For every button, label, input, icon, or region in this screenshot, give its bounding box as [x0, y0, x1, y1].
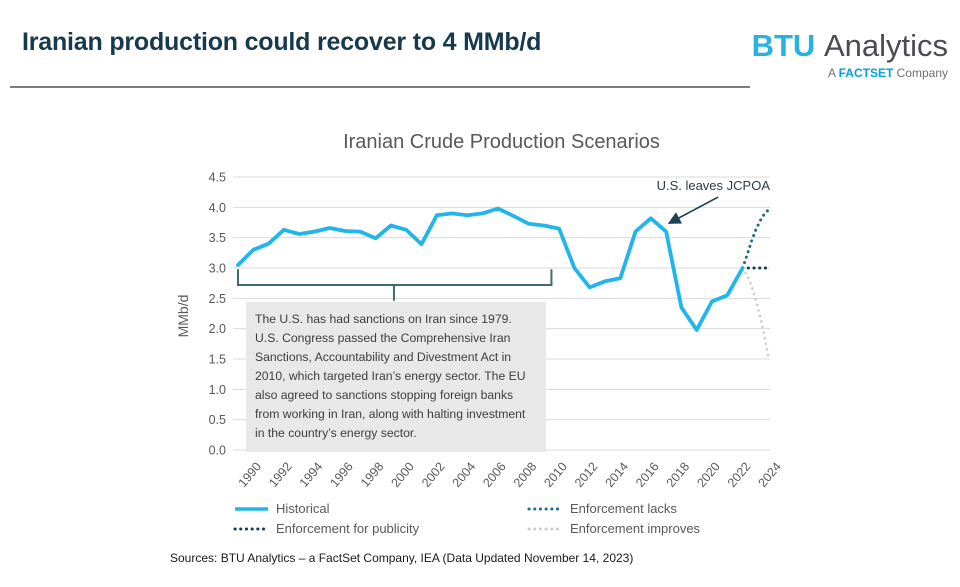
legend-label: Enforcement lacks — [570, 501, 677, 516]
page-title: Iranian production could recover to 4 MM… — [22, 28, 542, 56]
x-tick-label: 2000 — [388, 460, 417, 490]
x-tick-label: 2004 — [450, 460, 479, 490]
x-tick-label: 2008 — [511, 460, 540, 490]
y-tick-label: 3.0 — [209, 262, 226, 276]
legend-swatch-enforcement-lacks — [527, 507, 564, 510]
y-tick-label: 0.0 — [209, 444, 226, 458]
x-tick-label: 2024 — [755, 460, 784, 490]
jcpoa-arrow — [667, 196, 719, 224]
logo-tagline-suffix: Company — [896, 66, 948, 80]
x-tick-label: 2010 — [541, 460, 570, 490]
legend-swatch-enforcement-for-publicity — [233, 527, 270, 530]
sources-note: Sources: BTU Analytics – a FactSet Compa… — [170, 551, 634, 565]
y-tick-label: 1.5 — [209, 353, 226, 367]
sanctions-period-bracket — [237, 269, 553, 301]
x-tick-label: 2006 — [480, 460, 509, 490]
legend-label: Enforcement improves — [570, 521, 701, 536]
btu-analytics-logo: BTU Analytics A FACTSET Company — [752, 30, 948, 79]
historical-production-line — [236, 206, 745, 332]
legend-swatch-historical — [235, 506, 268, 511]
x-tick-label: 1994 — [297, 460, 326, 490]
title-divider — [10, 86, 750, 88]
logo-tagline: A FACTSET Company — [752, 67, 948, 79]
x-tick-label: 1996 — [327, 460, 356, 490]
sanctions-callout-box: The U.S. has had sanctions on Iran since… — [246, 302, 546, 453]
logo-analytics-text: Analytics — [823, 28, 948, 63]
legend-swatch-enforcement-improves — [527, 527, 564, 530]
y-tick-label: 4.0 — [209, 201, 226, 215]
y-axis-title: MMb/d — [175, 294, 191, 338]
enforcement_lacks-scenario-line — [741, 208, 771, 270]
x-tick-label: 2018 — [664, 460, 693, 490]
legend-item-enforcement-lacks: Enforcement lacks — [527, 501, 770, 516]
logo-factset-text: FACTSET — [838, 66, 894, 80]
enforcement_improves-scenario-line — [741, 266, 770, 360]
y-tick-label: 2.5 — [209, 292, 226, 306]
x-tick-label: 2020 — [694, 460, 723, 490]
x-tick-label: 2002 — [419, 460, 448, 490]
logo-btu-text: BTU — [751, 28, 816, 63]
x-tick-label: 1998 — [358, 460, 387, 490]
x-tick-label: 2012 — [572, 460, 601, 490]
legend-item-enforcement-for-publicity: Enforcement for publicity — [233, 521, 527, 536]
y-tick-label: 4.5 — [209, 171, 226, 185]
legend-item-historical: Historical — [233, 501, 527, 516]
x-tick-label: 1990 — [236, 460, 265, 490]
x-tick-label: 2014 — [603, 460, 632, 490]
legend-label: Enforcement for publicity — [276, 521, 420, 536]
chart-title: Iranian Crude Production Scenarios — [343, 131, 660, 153]
y-tick-label: 3.5 — [209, 231, 226, 245]
y-tick-label: 2.0 — [209, 322, 226, 336]
legend-label: Historical — [276, 501, 330, 516]
x-tick-label: 2016 — [633, 460, 662, 490]
jcpoa-annotation-label: U.S. leaves JCPOA — [656, 178, 770, 193]
logo-wordmark: BTU Analytics — [752, 30, 948, 61]
chart-legend: Historical Enforcement lacks Enforcement f… — [233, 501, 770, 536]
y-tick-label: 0.5 — [209, 413, 226, 427]
legend-item-enforcement-improves: Enforcement improves — [527, 521, 770, 536]
logo-tagline-prefix: A — [827, 66, 836, 80]
x-tick-label: 2022 — [725, 460, 754, 490]
x-tick-label: 1992 — [266, 460, 295, 490]
y-tick-label: 1.0 — [209, 383, 226, 397]
